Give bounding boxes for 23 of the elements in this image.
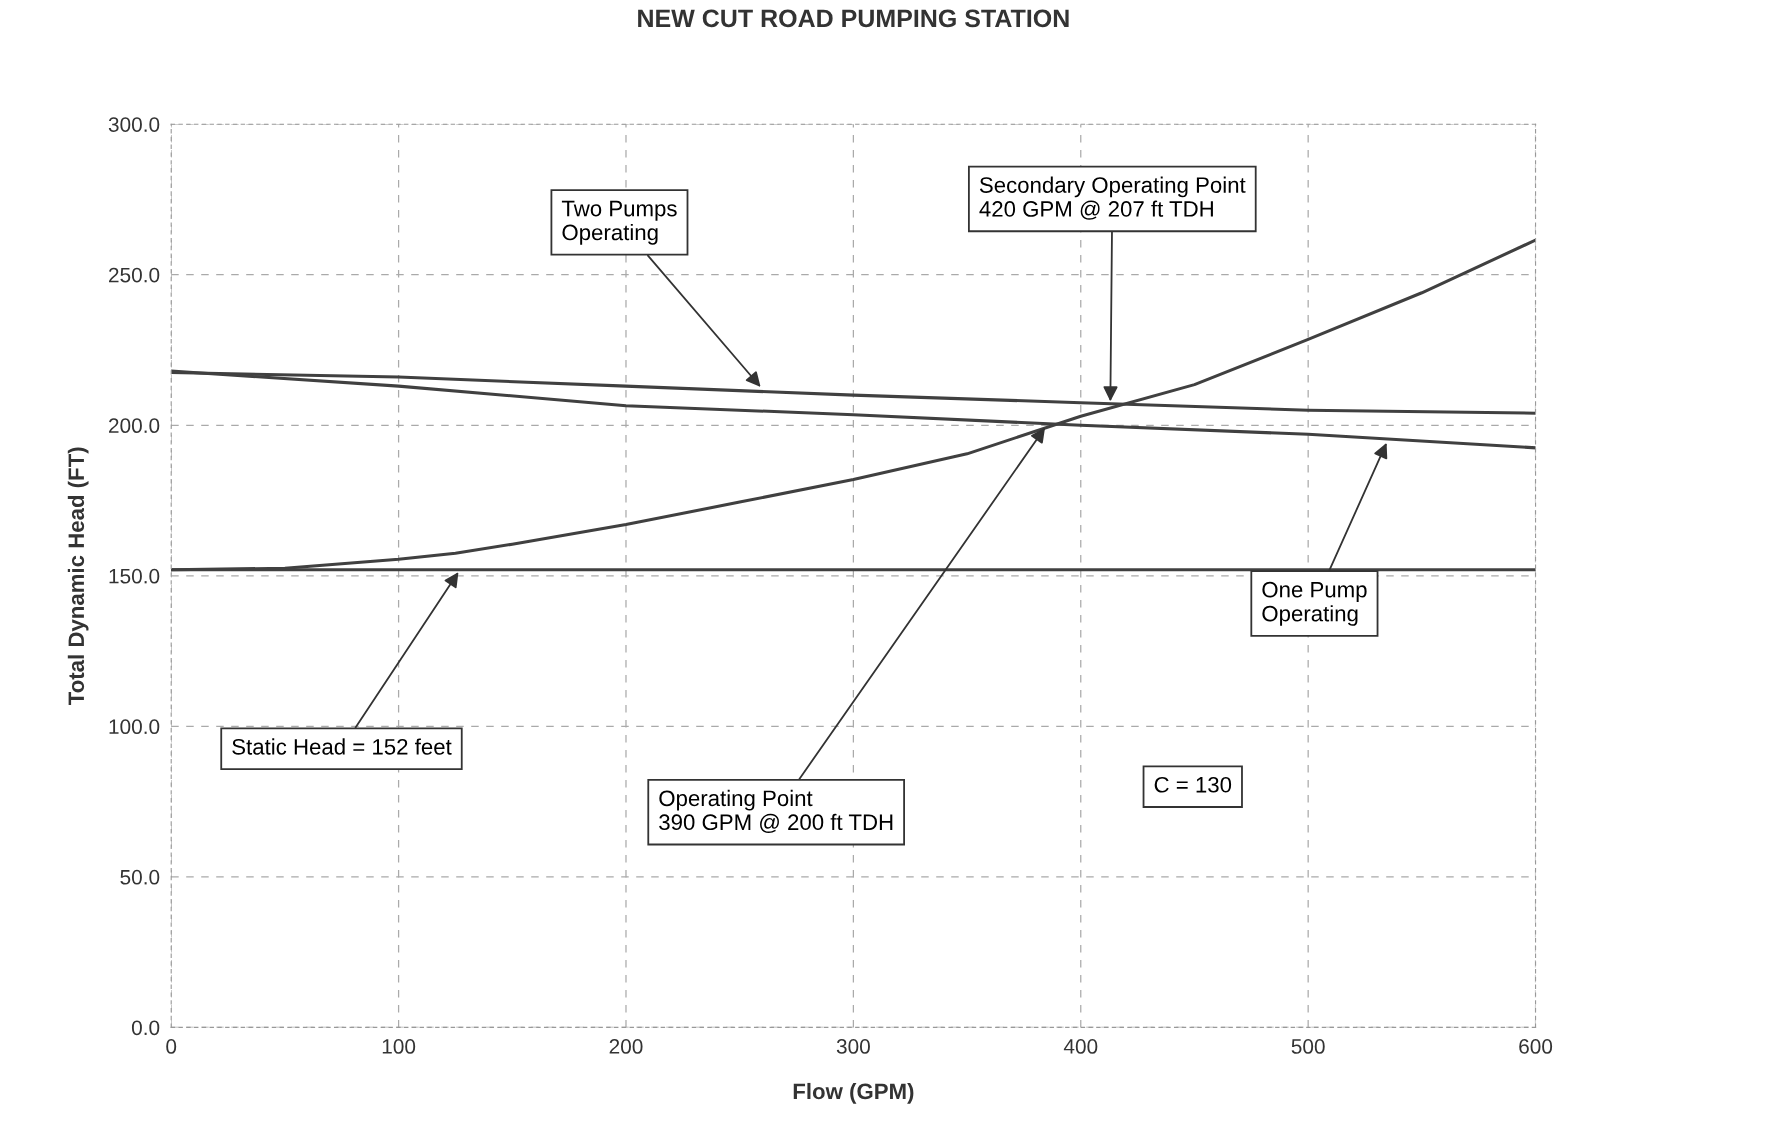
chart-title: NEW CUT ROAD PUMPING STATION (638, 9, 1069, 28)
y-tick-label: 100.0 (109, 719, 160, 735)
x-axis-title: Flow (GPM) (793, 1082, 914, 1104)
y-axis-title: Total Dynamic Head (FT) (67, 447, 89, 705)
y-tick-label: 50.0 (120, 869, 160, 885)
annotation: Secondary Operating Point 420 GPM @ 207 ft TDH (979, 176, 1246, 220)
y-tick-label: 0.0 (131, 1020, 160, 1036)
x-tick-label: 300 (836, 1039, 870, 1054)
x-tick-label: 500 (1291, 1039, 1325, 1054)
x-tick-label: 100 (382, 1039, 416, 1054)
annotation: Two Pumps Operating (561, 200, 677, 245)
x-tick-label: 400 (1063, 1039, 1098, 1054)
y-tick-label: 200.0 (109, 418, 160, 434)
annotation: Static Head = 152 feet (232, 738, 452, 755)
annotation: One Pump Operating (1262, 581, 1367, 626)
annotation: Operating Point 390 GPM @ 200 ft TDH (659, 789, 893, 833)
y-tick-label: 150.0 (109, 568, 160, 584)
x-tick-label: 0 (166, 1039, 177, 1054)
x-tick-label: 600 (1519, 1039, 1553, 1054)
y-tick-label: 250.0 (109, 267, 160, 283)
x-tick-label: 200 (609, 1039, 643, 1054)
y-tick-label: 300.0 (108, 117, 160, 132)
annotation: C = 130 (1154, 776, 1232, 793)
